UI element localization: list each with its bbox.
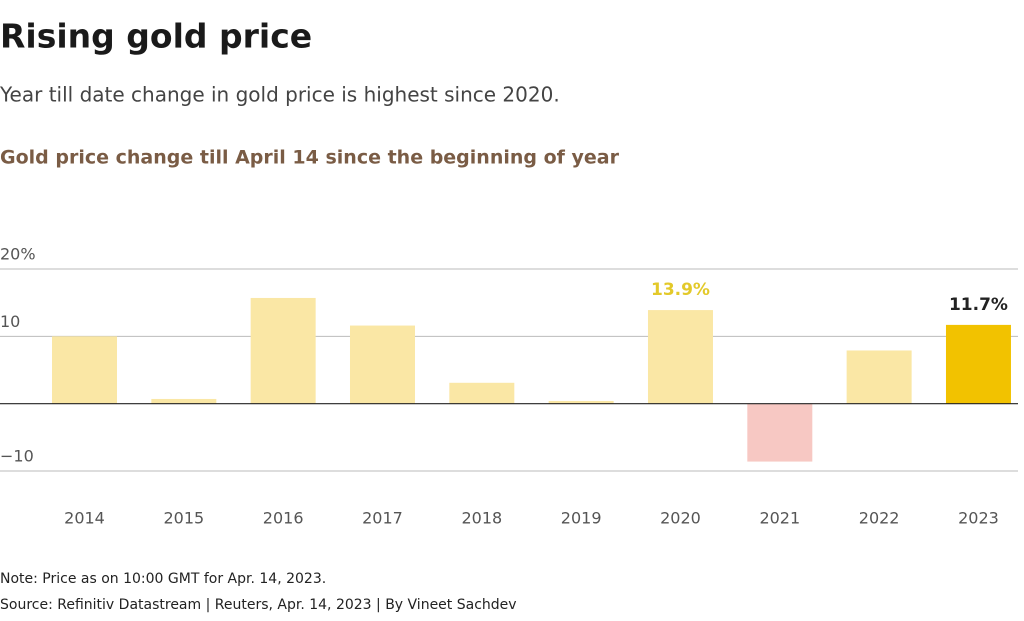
x-tick-label: 2014 bbox=[64, 509, 105, 528]
x-tick-label: 2023 bbox=[958, 509, 999, 528]
bar bbox=[945, 324, 1011, 404]
panel-title: Gold price change till April 14 since th… bbox=[0, 147, 620, 169]
note: Note: Price as on 10:00 GMT for Apr. 14,… bbox=[0, 571, 326, 587]
data-label: 13.9% bbox=[651, 280, 710, 300]
bar bbox=[250, 297, 316, 404]
chart-subtitle: Year till date change in gold price is h… bbox=[0, 83, 560, 107]
x-tick-label: 2022 bbox=[859, 509, 900, 528]
y-tick-label: −10 bbox=[0, 447, 34, 466]
y-tick-label: 20% bbox=[0, 245, 36, 264]
bar bbox=[647, 310, 713, 404]
bar bbox=[449, 382, 515, 404]
bar bbox=[747, 403, 813, 462]
chart-title: Rising gold price bbox=[0, 17, 312, 56]
bar bbox=[349, 325, 415, 404]
bar bbox=[548, 400, 614, 404]
data-label: 11.7% bbox=[949, 295, 1008, 315]
x-tick-label: 2017 bbox=[362, 509, 403, 528]
x-tick-label: 2015 bbox=[163, 509, 204, 528]
x-tick-label: 2019 bbox=[561, 509, 602, 528]
bar bbox=[846, 350, 912, 404]
bar bbox=[52, 336, 117, 404]
x-tick-label: 2020 bbox=[660, 509, 701, 528]
x-tick-label: 2018 bbox=[461, 509, 502, 528]
source: Source: Refinitiv Datastream | Reuters, … bbox=[0, 597, 517, 613]
bar bbox=[151, 398, 217, 404]
x-tick-label: 2021 bbox=[759, 509, 800, 528]
y-tick-label: 10 bbox=[0, 312, 20, 331]
x-tick-label: 2016 bbox=[263, 509, 304, 528]
